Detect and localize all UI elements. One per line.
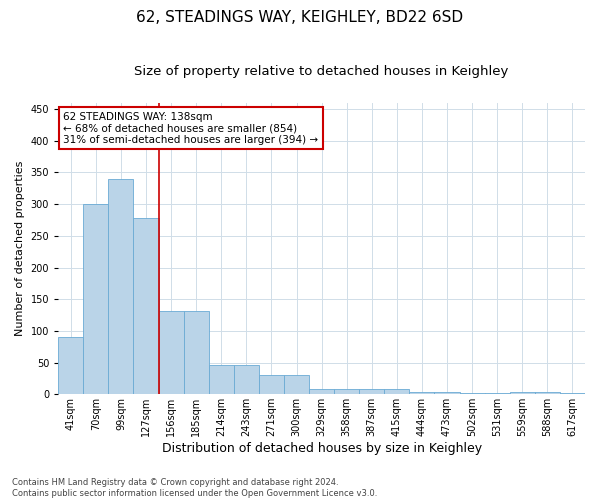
Bar <box>234 365 259 394</box>
Bar <box>409 392 434 394</box>
Bar <box>158 312 184 394</box>
Bar <box>309 388 334 394</box>
Bar <box>284 376 309 394</box>
Bar <box>133 218 158 394</box>
Bar <box>109 179 133 394</box>
Bar <box>334 388 359 394</box>
Text: 62, STEADINGS WAY, KEIGHLEY, BD22 6SD: 62, STEADINGS WAY, KEIGHLEY, BD22 6SD <box>136 10 464 25</box>
Bar <box>83 204 109 394</box>
Bar <box>510 392 535 394</box>
Title: Size of property relative to detached houses in Keighley: Size of property relative to detached ho… <box>134 65 509 78</box>
Bar <box>359 389 385 394</box>
Bar <box>385 389 409 394</box>
Bar <box>460 393 485 394</box>
Bar <box>485 393 510 394</box>
Bar <box>58 336 83 394</box>
Bar <box>184 312 209 394</box>
X-axis label: Distribution of detached houses by size in Keighley: Distribution of detached houses by size … <box>161 442 482 455</box>
Bar <box>535 392 560 394</box>
Bar <box>259 376 284 394</box>
Text: Contains HM Land Registry data © Crown copyright and database right 2024.
Contai: Contains HM Land Registry data © Crown c… <box>12 478 377 498</box>
Bar <box>434 392 460 394</box>
Text: 62 STEADINGS WAY: 138sqm
← 68% of detached houses are smaller (854)
31% of semi-: 62 STEADINGS WAY: 138sqm ← 68% of detach… <box>64 112 319 144</box>
Bar <box>209 365 234 394</box>
Y-axis label: Number of detached properties: Number of detached properties <box>15 161 25 336</box>
Bar <box>560 393 585 394</box>
